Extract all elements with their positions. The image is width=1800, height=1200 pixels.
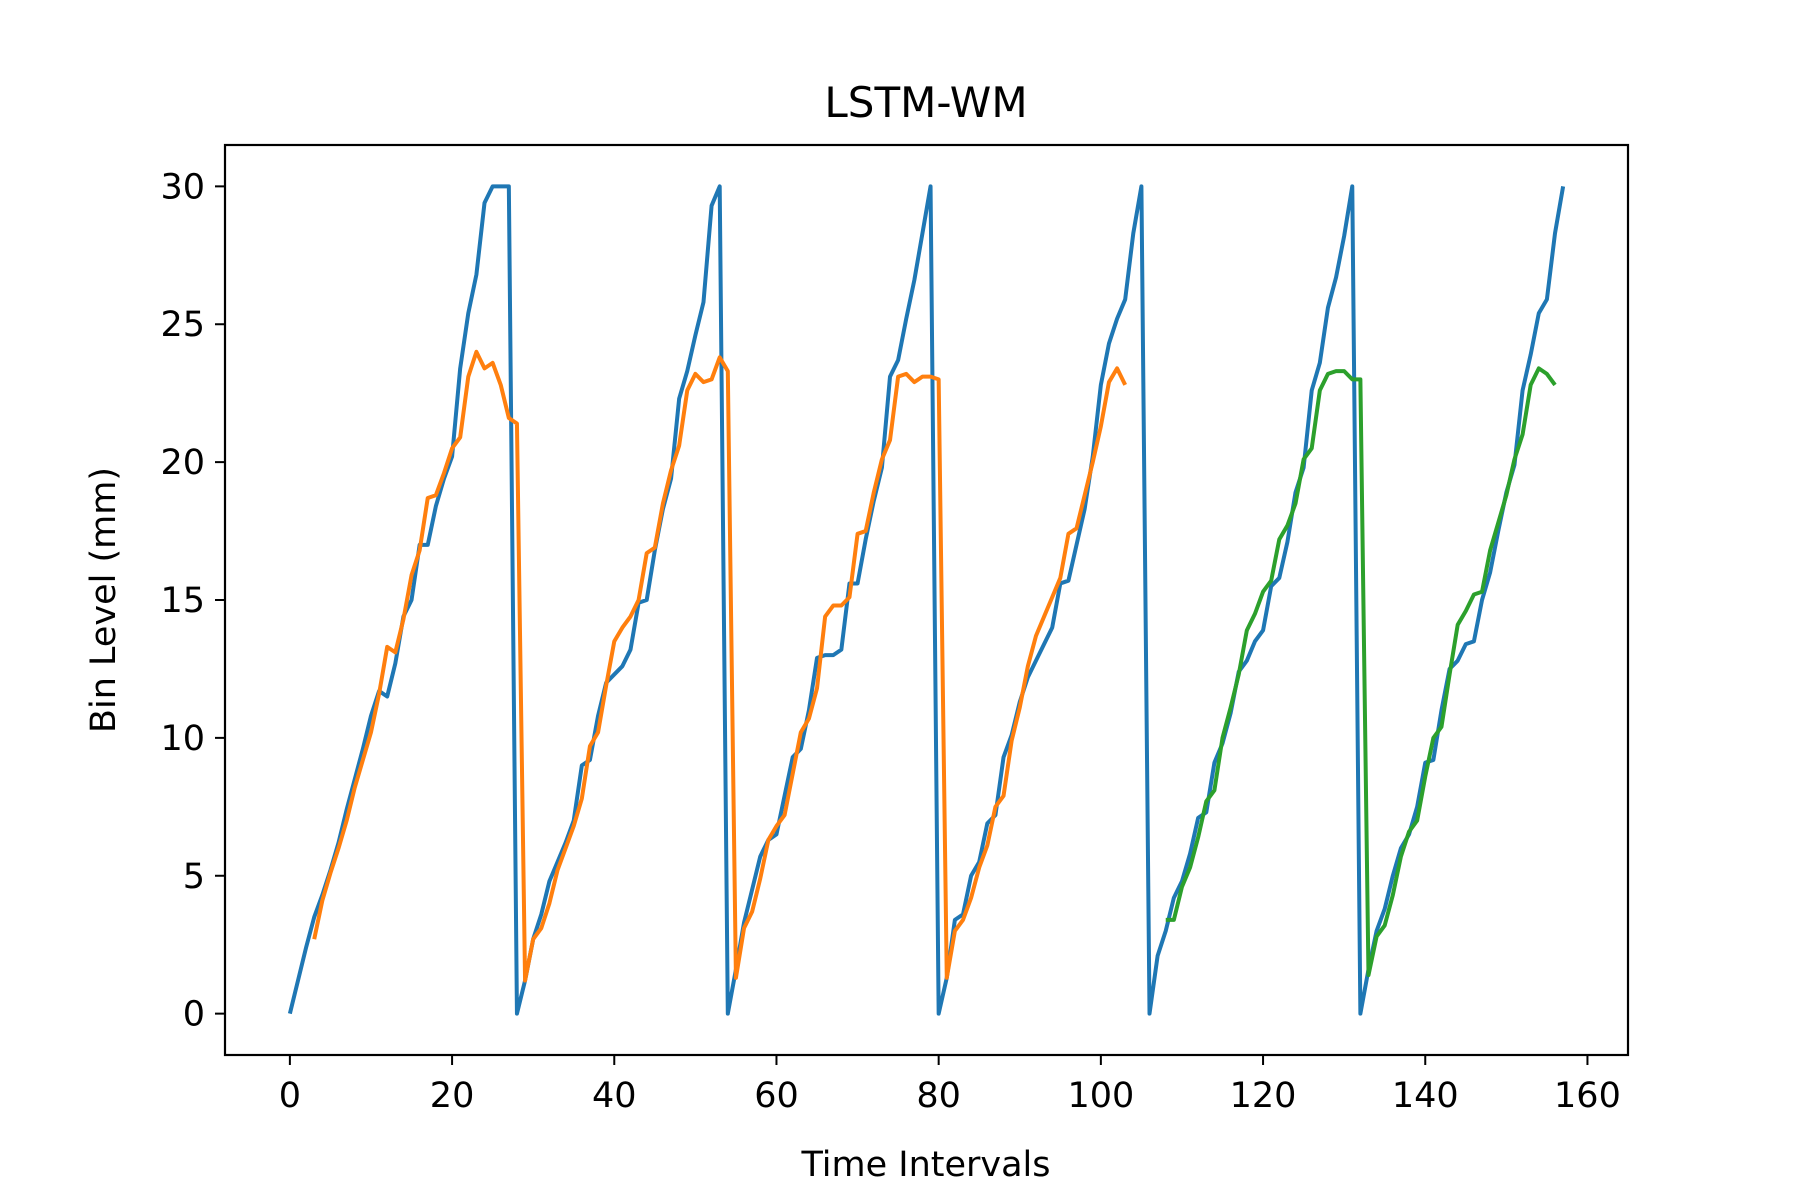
axis-ticks: 0 20 40 60 80 100 120 140 160 0 5 10 15 20 25 30 <box>160 167 1620 1116</box>
series-line-2 <box>312 349 1127 983</box>
series-line-3 <box>1165 366 1557 978</box>
x-axis-title: Time Intervals <box>800 1145 1050 1185</box>
x-tick-label: 160 <box>1554 1076 1621 1116</box>
series-line-1 <box>287 184 1566 1016</box>
y-tick-label: 20 <box>160 443 205 483</box>
x-tick-label: 40 <box>592 1076 637 1116</box>
plot-frame <box>223 143 1630 1057</box>
y-tick-label: 0 <box>183 995 205 1035</box>
x-tick-label: 80 <box>916 1076 961 1116</box>
x-tick-label: 120 <box>1230 1076 1297 1116</box>
y-axis-title: Bin Level (mm) <box>84 467 124 733</box>
x-tick-label: 100 <box>1067 1076 1134 1116</box>
y-tick-label: 10 <box>160 719 205 759</box>
x-tick-label: 0 <box>279 1076 301 1116</box>
chart-title: LSTM-WM <box>824 78 1027 127</box>
y-tick-label: 25 <box>160 305 205 345</box>
x-tick-label: 140 <box>1392 1076 1459 1116</box>
y-tick-label: 15 <box>160 581 205 621</box>
x-tick-label: 60 <box>754 1076 799 1116</box>
plot-area <box>287 184 1566 1016</box>
x-tick-label: 20 <box>430 1076 475 1116</box>
y-tick-label: 5 <box>183 857 205 897</box>
y-tick-label: 30 <box>160 167 205 207</box>
